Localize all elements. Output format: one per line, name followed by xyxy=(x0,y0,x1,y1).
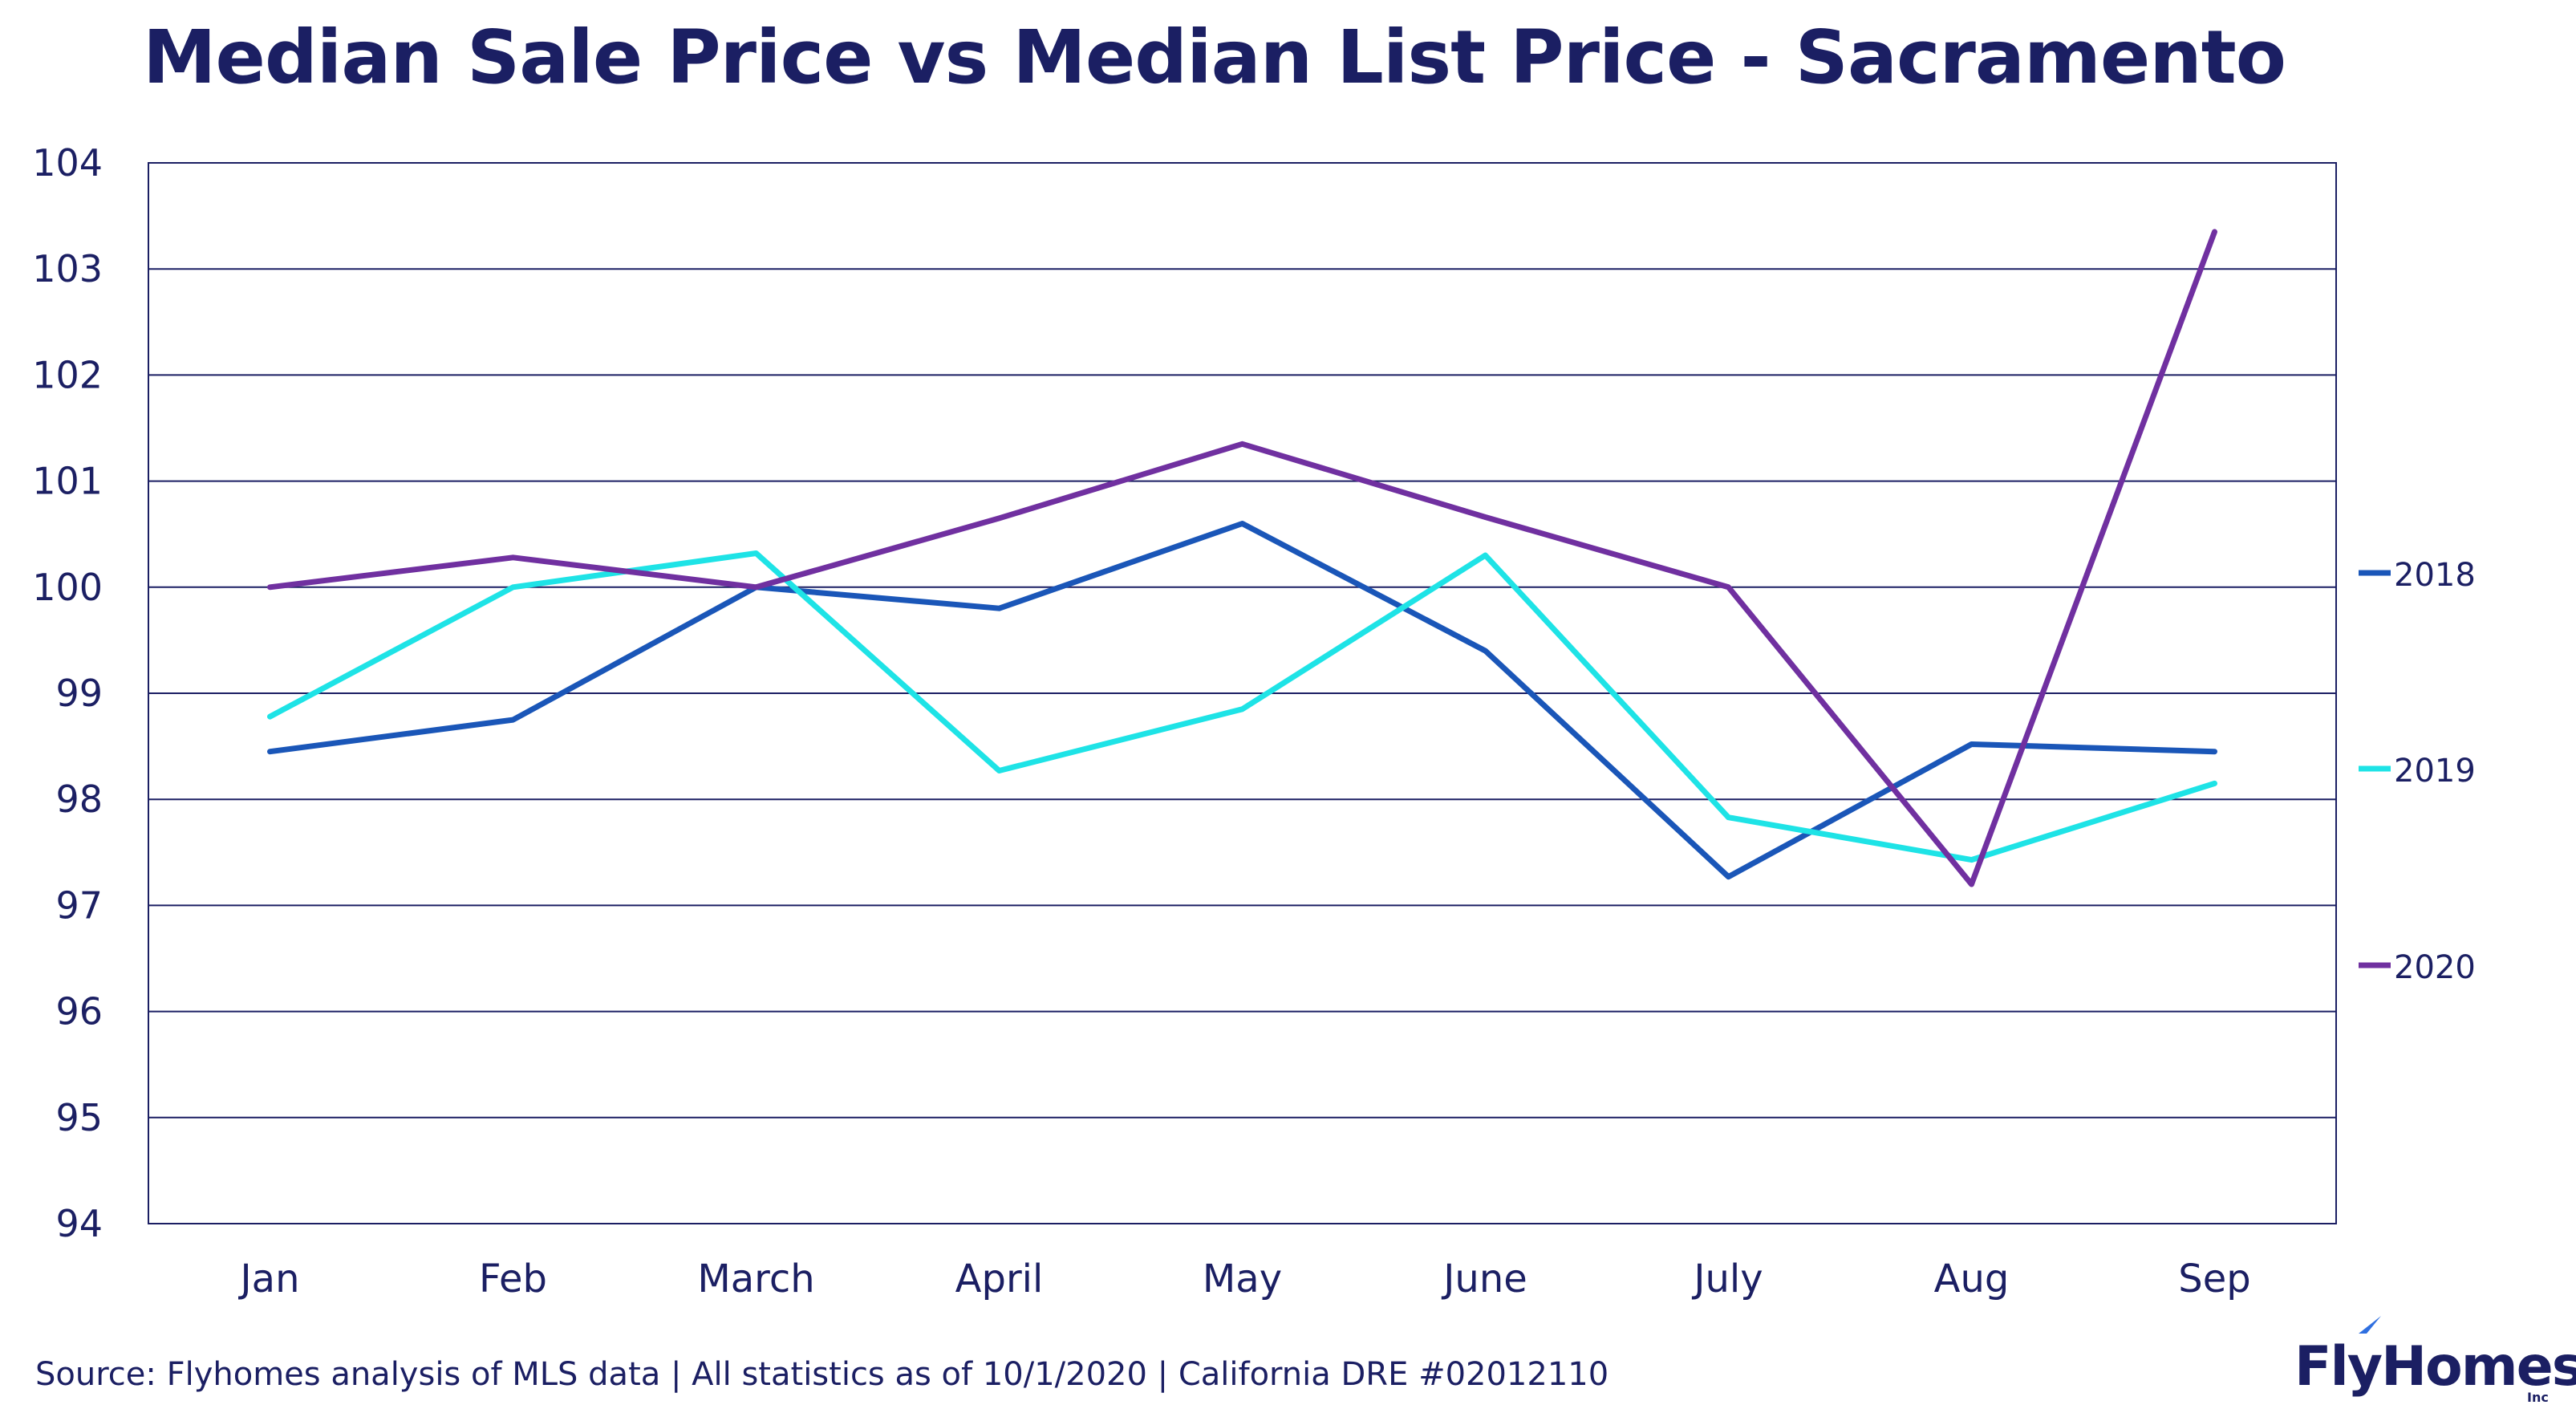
series-line-2019 xyxy=(267,550,2217,863)
logo-flag-icon xyxy=(2359,1316,2381,1334)
legend-label-2020: 2020 xyxy=(2394,949,2476,986)
legend-label-2018: 2018 xyxy=(2394,557,2476,594)
y-tick-label: 100 xyxy=(32,566,103,609)
x-tick-label: June xyxy=(1441,1257,1527,1301)
x-tick-label: Sep xyxy=(2178,1257,2250,1301)
y-tick-label: 97 xyxy=(55,883,103,927)
x-tick-label: Feb xyxy=(479,1257,547,1301)
chart-title: Median Sale Price vs Median List Price -… xyxy=(143,14,2286,100)
y-tick-label: 103 xyxy=(32,247,103,290)
legend: 2018 2019 2020 xyxy=(2359,557,2476,986)
y-tick-label: 95 xyxy=(55,1096,103,1139)
x-axis-ticks: Jan Feb March April May June July Aug Sep xyxy=(238,1257,2251,1301)
x-tick-label: May xyxy=(1203,1257,1282,1301)
flyhomes-logo: FlyHomes Inc xyxy=(2294,1316,2576,1405)
legend-label-2019: 2019 xyxy=(2394,753,2476,790)
y-tick-label: 99 xyxy=(55,672,103,715)
x-tick-label: Jan xyxy=(238,1257,300,1301)
y-tick-label: 94 xyxy=(55,1202,103,1245)
x-tick-label: April xyxy=(955,1257,1044,1301)
y-tick-label: 98 xyxy=(55,778,103,821)
series-lines xyxy=(267,229,2217,887)
y-tick-label: 96 xyxy=(55,990,103,1033)
y-tick-label: 102 xyxy=(32,353,103,396)
y-tick-label: 101 xyxy=(32,460,103,503)
logo-wordmark: FlyHomes xyxy=(2294,1335,2576,1399)
logo-inc: Inc xyxy=(2527,1390,2549,1405)
source-note: Source: Flyhomes analysis of MLS data | … xyxy=(35,1356,1609,1393)
x-tick-label: July xyxy=(1691,1257,1763,1301)
x-tick-label: March xyxy=(697,1257,814,1301)
x-tick-label: Aug xyxy=(1934,1257,2010,1301)
y-axis-ticks: 94 95 96 97 98 99 100 101 102 103 104 xyxy=(32,141,103,1245)
y-tick-label: 104 xyxy=(32,141,103,185)
grid-lines xyxy=(148,162,2337,1224)
series-line-2020 xyxy=(267,229,2217,887)
